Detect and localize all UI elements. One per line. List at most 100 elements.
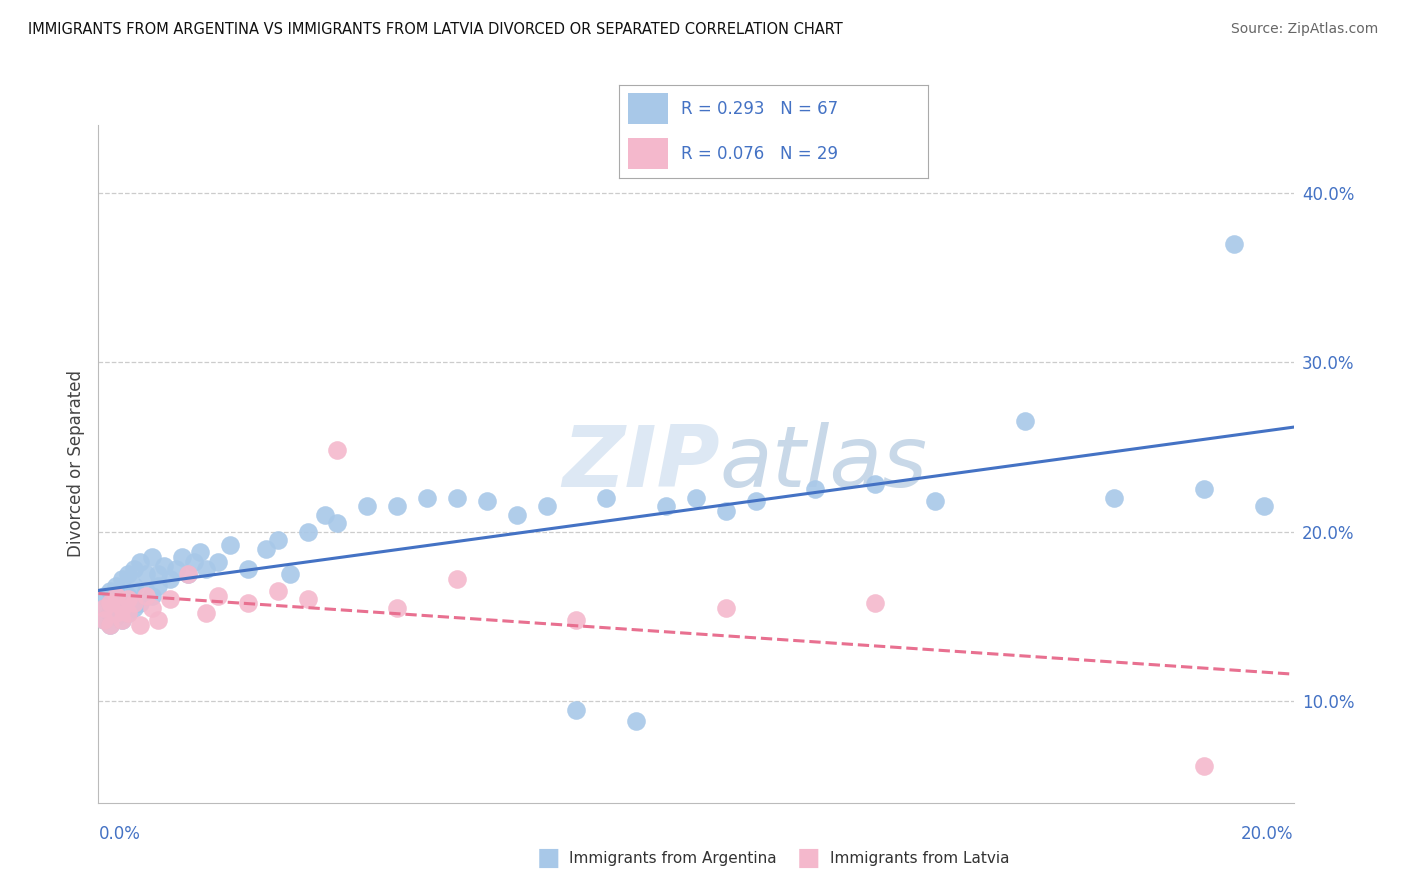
Point <box>105 589 128 603</box>
Point <box>93 613 115 627</box>
Point <box>356 500 378 514</box>
Point <box>93 601 115 615</box>
Point <box>129 555 152 569</box>
Point <box>924 494 946 508</box>
Point <box>536 500 558 514</box>
Point <box>124 601 146 615</box>
Point <box>135 567 157 582</box>
Text: atlas: atlas <box>720 422 928 506</box>
Point <box>135 589 157 603</box>
Point <box>141 589 163 603</box>
Point <box>1223 236 1246 251</box>
Point <box>172 549 194 565</box>
Point <box>207 555 229 569</box>
Point <box>111 601 134 615</box>
Point <box>297 524 319 539</box>
Point <box>148 567 170 582</box>
Text: ZIP: ZIP <box>562 422 720 506</box>
Point <box>165 562 187 576</box>
Point <box>326 443 349 458</box>
Point <box>117 606 139 620</box>
Point <box>93 589 115 603</box>
Point <box>446 572 468 586</box>
Point <box>188 545 211 559</box>
Point <box>117 589 139 603</box>
Text: R = 0.076   N = 29: R = 0.076 N = 29 <box>681 145 838 162</box>
Point <box>195 606 218 620</box>
Point <box>105 609 128 624</box>
Point <box>148 579 170 593</box>
Text: 20.0%: 20.0% <box>1241 825 1294 843</box>
Point <box>267 533 290 548</box>
Point <box>865 596 887 610</box>
Point <box>475 494 498 508</box>
Point <box>236 562 259 576</box>
Point <box>111 613 134 627</box>
Point <box>111 613 134 627</box>
Point <box>100 606 122 620</box>
Point <box>141 601 163 615</box>
Point <box>105 606 128 620</box>
Point <box>100 596 122 610</box>
Point <box>100 617 122 632</box>
Point <box>93 601 115 615</box>
Text: R = 0.293   N = 67: R = 0.293 N = 67 <box>681 100 838 118</box>
Point <box>804 483 827 497</box>
Text: ■: ■ <box>797 847 820 870</box>
Point <box>506 508 529 522</box>
Point <box>129 617 152 632</box>
Point <box>446 491 468 505</box>
Text: Immigrants from Latvia: Immigrants from Latvia <box>830 851 1010 865</box>
Point <box>1104 491 1126 505</box>
Point <box>117 567 139 582</box>
Point <box>315 508 337 522</box>
Point <box>177 567 200 582</box>
Point <box>1014 414 1036 429</box>
Text: IMMIGRANTS FROM ARGENTINA VS IMMIGRANTS FROM LATVIA DIVORCED OR SEPARATED CORREL: IMMIGRANTS FROM ARGENTINA VS IMMIGRANTS … <box>28 22 842 37</box>
Point <box>93 613 115 627</box>
Point <box>714 504 737 518</box>
Point <box>565 703 588 717</box>
Point <box>105 592 128 607</box>
Point <box>626 714 648 729</box>
Point <box>177 567 200 582</box>
Point <box>111 596 134 610</box>
Point <box>565 613 588 627</box>
Y-axis label: Divorced or Separated: Divorced or Separated <box>66 370 84 558</box>
Point <box>117 592 139 607</box>
Text: ■: ■ <box>537 847 560 870</box>
Point <box>141 549 163 565</box>
Point <box>153 558 176 573</box>
Point <box>278 567 301 582</box>
Point <box>714 601 737 615</box>
Point <box>1192 483 1215 497</box>
Point <box>254 541 277 556</box>
FancyBboxPatch shape <box>628 138 668 169</box>
Point <box>745 494 768 508</box>
Point <box>124 562 146 576</box>
Point <box>416 491 439 505</box>
FancyBboxPatch shape <box>628 93 668 124</box>
Point <box>236 596 259 610</box>
Point <box>219 538 242 552</box>
Point <box>685 491 707 505</box>
Point <box>326 516 349 530</box>
Point <box>865 477 887 491</box>
Point <box>159 592 181 607</box>
Point <box>297 592 319 607</box>
Point <box>595 491 617 505</box>
Point <box>111 572 134 586</box>
Point <box>129 596 152 610</box>
Point <box>148 613 170 627</box>
Point <box>100 596 122 610</box>
Point <box>105 601 128 615</box>
Point <box>1253 500 1275 514</box>
Point <box>124 596 146 610</box>
Point <box>100 583 122 598</box>
Point <box>100 617 122 632</box>
Point <box>183 555 205 569</box>
Point <box>124 579 146 593</box>
Point <box>135 583 157 598</box>
Point <box>159 572 181 586</box>
Point <box>1192 758 1215 772</box>
